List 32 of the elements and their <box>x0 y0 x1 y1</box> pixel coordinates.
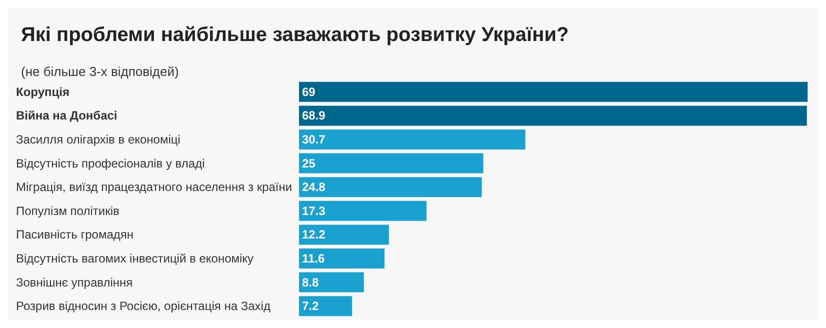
bar <box>299 272 364 292</box>
data-label: 12.2 <box>302 228 326 242</box>
data-label: 68.9 <box>302 108 326 123</box>
y-tick-label: Пасивність громадян <box>16 228 134 242</box>
data-label: 25 <box>302 156 316 170</box>
y-tick-label: Війна на Донбасі <box>16 108 118 123</box>
data-label: 69 <box>302 84 316 99</box>
y-tick-label: Відсутність професіоналів у владі <box>16 156 205 170</box>
bar <box>299 82 808 102</box>
bar <box>299 177 482 198</box>
bar <box>299 248 385 268</box>
bar <box>299 200 427 221</box>
y-tick-label: Відсутність вагомих інвестицій в економіку <box>16 252 254 266</box>
data-label: 8.8 <box>302 275 320 290</box>
data-label: 30.7 <box>302 132 326 146</box>
y-tick-label: Міграція, виїзд працездатного населення з країни <box>16 180 292 194</box>
bar <box>299 130 526 150</box>
y-tick-label: Розрив відносин з Росією, орієнтація на Захід <box>16 299 270 314</box>
y-tick-label: Популізм політиків <box>16 204 120 218</box>
bar <box>299 153 484 174</box>
chart-title: Які проблеми найбільше заважають розвитку України? <box>21 24 569 46</box>
y-tick-label: Зовнішнє управління <box>16 275 133 290</box>
y-tick-label: Засилля олігархів в економіці <box>16 132 180 146</box>
bar <box>299 224 389 245</box>
y-tick-label: Корупція <box>16 84 70 99</box>
data-label: 11.6 <box>302 252 326 266</box>
text: (не більше 3-х відповідей) <box>21 64 179 79</box>
bar <box>299 296 352 316</box>
data-label: 17.3 <box>302 204 326 218</box>
bar <box>299 106 807 126</box>
data-label: 24.8 <box>302 180 326 194</box>
data-label: 7.2 <box>302 299 320 314</box>
